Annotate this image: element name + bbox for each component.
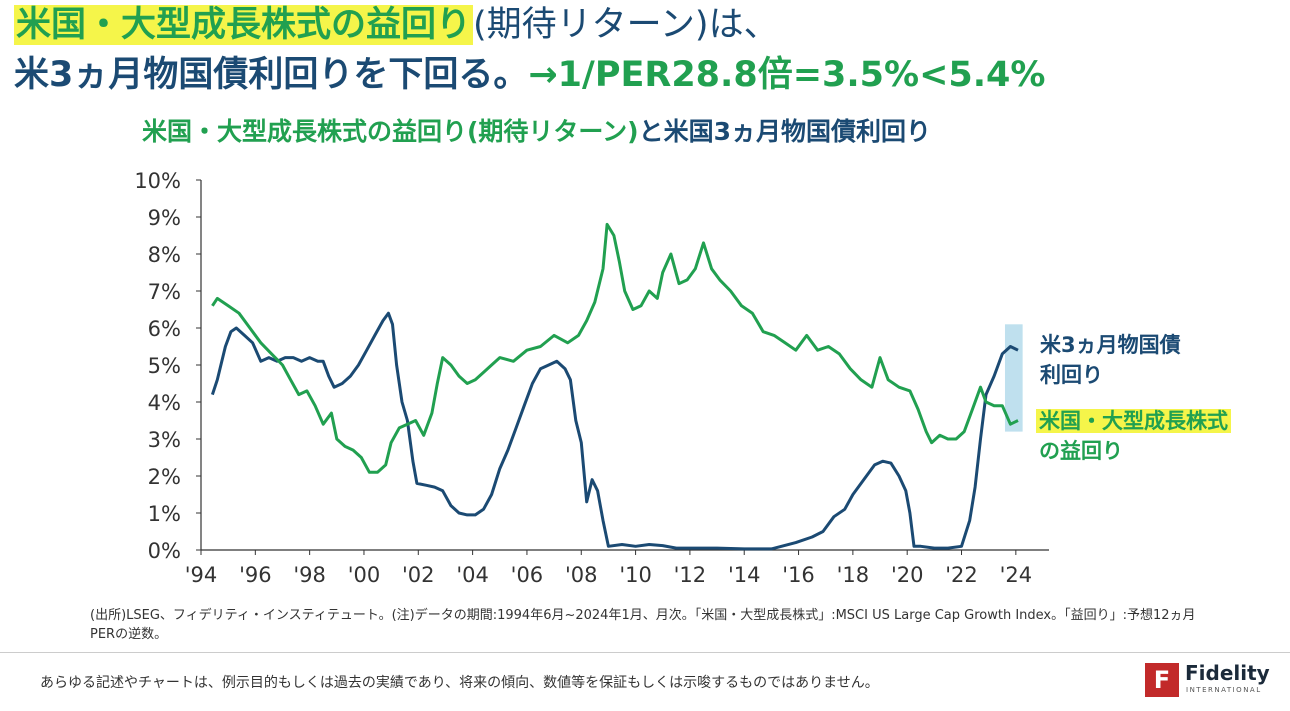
x-tick-label: '00 — [348, 563, 381, 587]
y-tick-label: 9% — [148, 206, 181, 230]
x-tick-label: '20 — [891, 563, 924, 587]
headline-subtext: (期待リターン)は、 — [473, 5, 779, 45]
highlight-band — [1004, 324, 1023, 432]
y-tick-label: 0% — [148, 539, 181, 563]
series-line-treasury — [210, 311, 1019, 551]
fidelity-logo-sub: INTERNATIONAL — [1186, 686, 1262, 694]
y-tick-label: 6% — [148, 317, 181, 341]
disclaimer: あらゆる記述やチャートは、例示目的もしくは過去の実績であり、将来の傾向、数値等を… — [40, 675, 879, 691]
series-label-treasury-line-1: 米3ヵ月物国債 — [1040, 333, 1181, 357]
series-label-growth-line-1: 米国・大型成長株式 — [1036, 409, 1231, 433]
fidelity-logo: F Fidelity INTERNATIONAL — [1145, 661, 1271, 701]
x-tick-label: '06 — [511, 563, 544, 587]
y-tick-label: 10% — [134, 169, 181, 193]
headline-line-2: 米3ヵ月物国債利回りを下回る。→1/PER28.8倍=3.5%<5.4% — [14, 54, 1045, 96]
chart-title: 米国・大型成長株式の益回り(期待リターン)と米国3ヵ月物国債利回り — [0, 116, 1290, 148]
y-tick-label: 1% — [148, 502, 181, 526]
y-tick-label: 2% — [148, 465, 181, 489]
x-tick-label: '98 — [293, 563, 326, 587]
y-tick-label: 3% — [148, 428, 181, 452]
series-label-treasury: 米3ヵ月物国債 利回り — [1040, 330, 1181, 390]
x-tick-label: '04 — [456, 563, 489, 587]
series-label-growth-line-2: の益回り — [1039, 439, 1123, 463]
source-note: (出所)LSEG、フィデリティ・インスティテュート。(注)データの期間:1994… — [90, 608, 1196, 642]
y-tick-label: 8% — [148, 243, 181, 267]
headline-formula: →1/PER28.8倍=3.5%<5.4% — [528, 55, 1046, 95]
footer-divider — [0, 652, 1290, 653]
y-tick-label: 5% — [148, 354, 181, 378]
chart-title-part-2: と米国3ヵ月物国債利回り — [638, 117, 932, 146]
series-label-treasury-line-2: 利回り — [1040, 363, 1103, 387]
x-tick-label: '24 — [1000, 563, 1033, 587]
x-tick-label: '94 — [185, 563, 218, 587]
x-tick-label: '16 — [782, 563, 815, 587]
x-tick-label: '12 — [674, 563, 707, 587]
series-line-growth — [211, 222, 1019, 474]
headline-highlight: 米国・大型成長株式の益回り — [14, 5, 474, 45]
y-tick-label: 7% — [148, 280, 181, 304]
headline-main: 米3ヵ月物国債利回りを下回る。 — [14, 55, 529, 95]
series-label-growth: 米国・大型成長株式 の益回り — [1036, 406, 1231, 466]
x-tick-label: '22 — [945, 563, 978, 587]
x-tick-label: '02 — [402, 563, 435, 587]
y-tick-label: 4% — [148, 391, 181, 415]
chart-title-part-1: 米国・大型成長株式の益回り(期待リターン) — [142, 117, 639, 146]
x-tick-label: '08 — [565, 563, 598, 587]
x-tick-label: '14 — [728, 563, 761, 587]
x-tick-label: '10 — [619, 563, 652, 587]
fidelity-logo-mark: F — [1145, 663, 1179, 697]
fidelity-logo-name: Fidelity — [1185, 661, 1270, 685]
x-tick-label: '96 — [239, 563, 272, 587]
x-tick-label: '18 — [837, 563, 870, 587]
headline-line-1: 米国・大型成長株式の益回り(期待リターン)は、 — [14, 4, 779, 46]
